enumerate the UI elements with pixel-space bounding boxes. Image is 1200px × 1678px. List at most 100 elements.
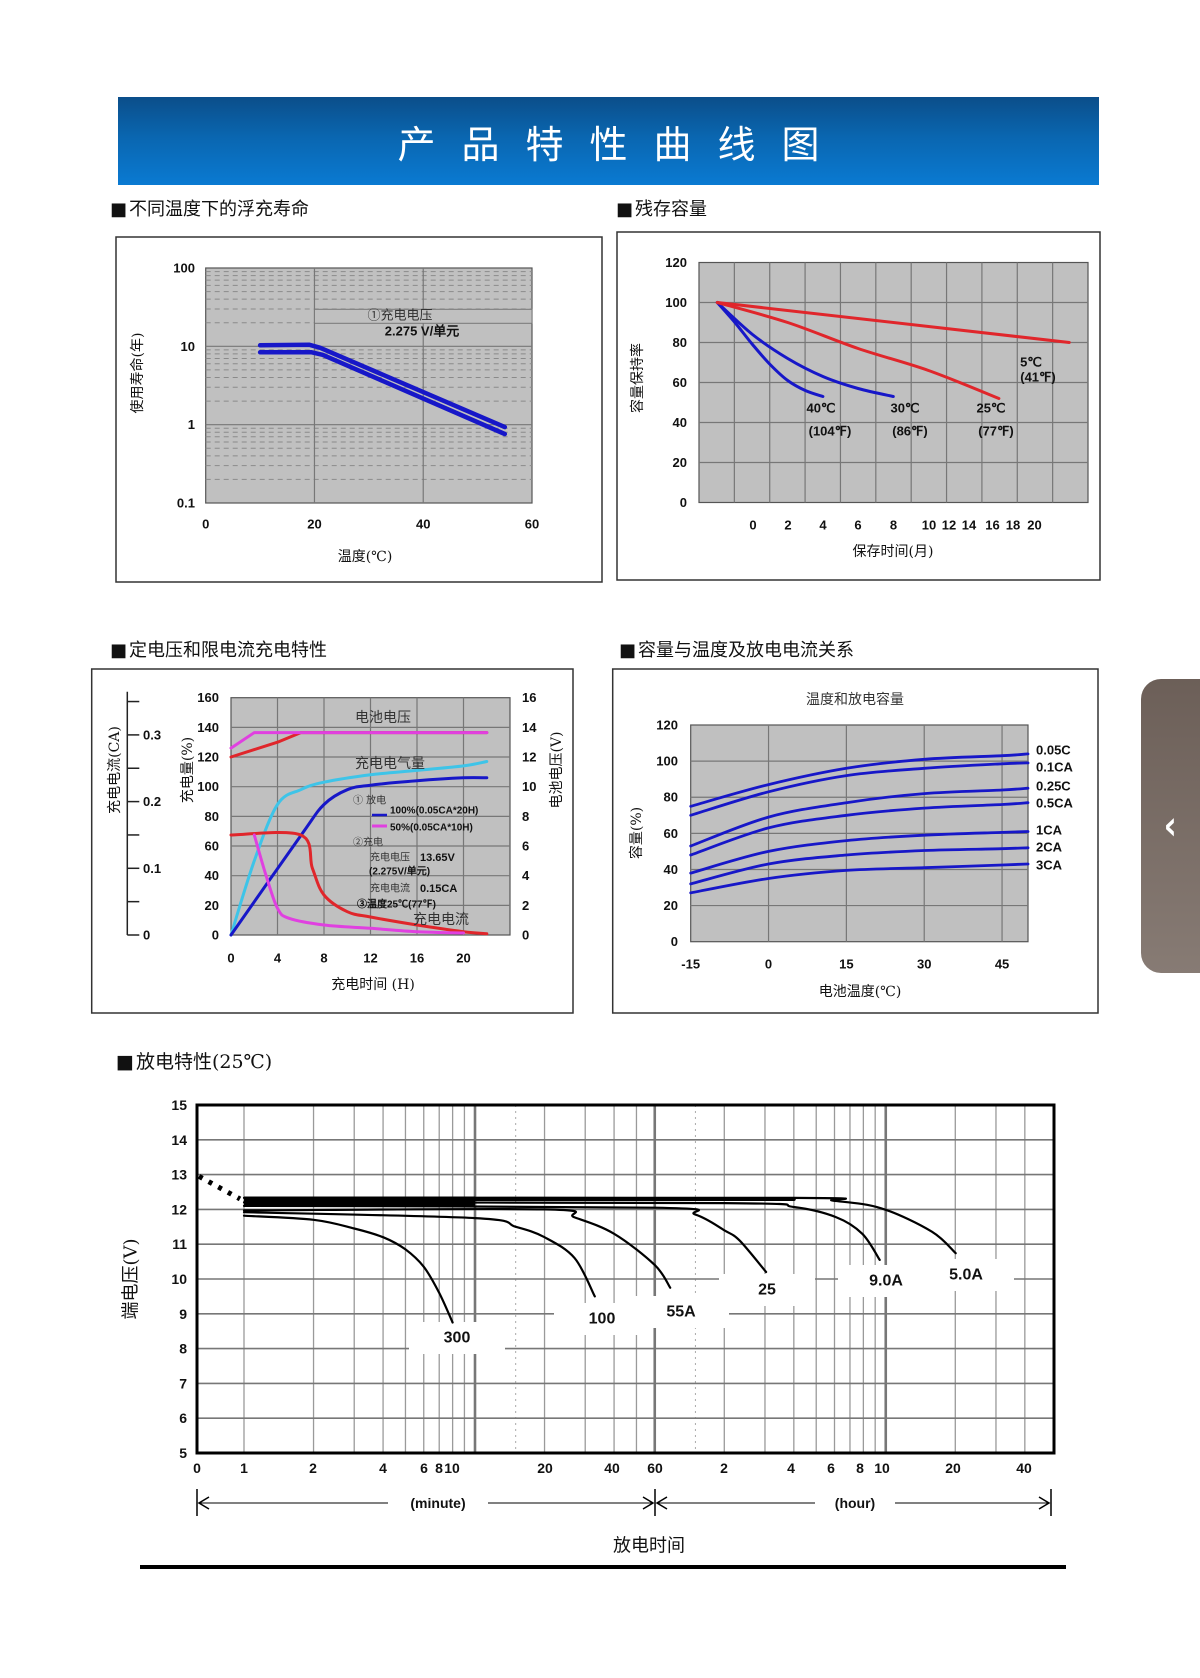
section-title-residual-capacity: ■ 残存容量 — [616, 195, 707, 221]
x-tick-label: 0 — [193, 1460, 201, 1476]
x-tick-label: 8 — [856, 1460, 864, 1476]
temperature-label: ③温度25℃(77℉) — [357, 898, 436, 911]
y-axis-label: 使用寿命(年) — [129, 333, 146, 414]
chevron-left-icon: ‹ — [1163, 803, 1178, 849]
series-label: 0.25C — [1036, 779, 1071, 794]
curve-label-temp-f: (77℉) — [978, 424, 1014, 439]
charge-voltage-label: 充电电压 — [370, 851, 410, 864]
label-background — [633, 1296, 729, 1328]
retention-curve-1 — [715, 301, 895, 398]
section-marker: ■ — [110, 640, 128, 661]
x-tick-label: 12 — [363, 951, 377, 966]
x-tick-label: 10 — [444, 1460, 460, 1476]
x-axis-label: 充电时间 (H) — [331, 977, 415, 993]
current-tick-label: 0.2 — [143, 794, 161, 809]
capacity-curve-1 — [689, 761, 1030, 817]
legend-50-label: 50%(0.05CA*10H) — [390, 823, 473, 834]
x-tick-label: -15 — [681, 957, 700, 972]
x-axis-label: 温度(℃) — [338, 549, 393, 565]
charge-current-label: 充电电流 — [370, 882, 410, 895]
y-tick-label: 60 — [673, 375, 687, 390]
series-label: 3CA — [1036, 858, 1063, 873]
y-tick-label: 20 — [664, 898, 678, 913]
curve-label: 55A — [666, 1304, 696, 1321]
voltage-tick-label: 10 — [522, 779, 536, 794]
charge-tick-label: 120 — [197, 750, 219, 765]
x-tick-label: 40 — [1016, 1460, 1032, 1476]
voltage-tick-label: 16 — [522, 690, 536, 705]
x-tick-label: 4 — [819, 518, 827, 533]
annotation-box — [313, 308, 533, 324]
voltage-curve-label: 电池电压 — [355, 710, 411, 726]
discharge-curve-3 — [242, 1204, 768, 1274]
charge-curve-5 — [252, 833, 465, 935]
y-tick-label: 8 — [179, 1341, 187, 1357]
left-axis-label: 充电量(%) — [180, 737, 196, 803]
section-title-capacity-temperature: ■ 容量与温度及放电电流关系 — [619, 636, 854, 662]
voltage-tick-label: 4 — [522, 868, 530, 883]
charge-tick-label: 20 — [205, 898, 219, 913]
x-tick-label: 8 — [435, 1460, 443, 1476]
bottom-rule — [140, 1565, 1066, 1569]
x-tick-label: 0 — [765, 957, 772, 972]
y-tick-label: 40 — [673, 415, 687, 430]
annotation-voltage-value: 2.275 V/单元 — [385, 324, 459, 339]
charge-tick-label: 60 — [205, 839, 219, 854]
x-tick-label: 2 — [784, 518, 791, 533]
discharge-curve-2 — [242, 1207, 672, 1289]
x-tick-label: 20 — [307, 517, 321, 532]
capacity-curve-6 — [689, 862, 1030, 895]
x-tick-label: 8 — [890, 518, 897, 533]
y-tick-label: 1 — [188, 417, 195, 432]
side-panel-toggle[interactable]: ‹ — [1141, 679, 1200, 973]
x-tick-label: 0 — [202, 517, 209, 532]
initial-voltage-drop — [197, 1174, 242, 1202]
series-label: 0.1CA — [1036, 760, 1073, 775]
series-label: 0.05C — [1036, 743, 1071, 758]
x-tick-label: 6 — [420, 1460, 428, 1476]
charge-current-value: 0.15CA — [420, 883, 457, 895]
x-tick-label: 20 — [1027, 518, 1041, 533]
y-tick-label: 15 — [171, 1097, 187, 1113]
y-axis-label: 容量保持率 — [629, 343, 646, 413]
y-tick-label: 80 — [664, 790, 678, 805]
x-tick-label: 20 — [456, 951, 470, 966]
legend-100-label: 100%(0.05CA*20H) — [390, 806, 478, 817]
x-tick-label: 15 — [839, 957, 853, 972]
charging-chart: 00.10.20.3020406080100120140160024681012… — [90, 668, 574, 1014]
plot-border — [195, 1103, 1056, 1455]
label-background — [409, 1322, 505, 1354]
arrow-head-left — [197, 1496, 210, 1510]
y-tick-label: 120 — [656, 718, 678, 733]
y-axis-label: 端电压(V) — [121, 1238, 142, 1319]
life-curve-0 — [257, 342, 508, 430]
arrow-head-left — [655, 1496, 668, 1510]
y-tick-label: 13 — [171, 1167, 187, 1183]
x-tick-label: 10 — [922, 518, 936, 533]
section-title-text: 放电特性(25℃) — [135, 1051, 273, 1073]
x-tick-label: 0 — [227, 951, 234, 966]
label-background — [719, 1274, 815, 1306]
hour-unit-label: (hour) — [835, 1495, 875, 1511]
capacity-curve-2 — [689, 786, 1030, 848]
y-tick-label: 11 — [172, 1236, 187, 1252]
label-background — [918, 1259, 1014, 1291]
y-tick-label: 9 — [179, 1306, 187, 1322]
arrow-head-right — [1038, 1496, 1051, 1510]
y-tick-label: 7 — [179, 1375, 187, 1391]
y-tick-label: 60 — [664, 826, 678, 841]
voltage-tick-label: 14 — [522, 720, 537, 735]
curve-label: 5.0A — [949, 1267, 983, 1284]
capacity-curve-3 — [689, 801, 1030, 857]
capacity-curve-4 — [689, 830, 1030, 875]
y-tick-label: 100 — [665, 295, 687, 310]
current-axis-label: 充电电流(CA) — [107, 726, 123, 814]
current-tick-label: 0 — [143, 928, 150, 943]
y-tick-label: 20 — [673, 455, 687, 470]
retention-curve-0 — [715, 301, 825, 398]
x-tick-label: 6 — [827, 1460, 835, 1476]
voltage-tick-label: 6 — [522, 839, 529, 854]
curve-label-temp-f: (41℉) — [1020, 370, 1056, 385]
